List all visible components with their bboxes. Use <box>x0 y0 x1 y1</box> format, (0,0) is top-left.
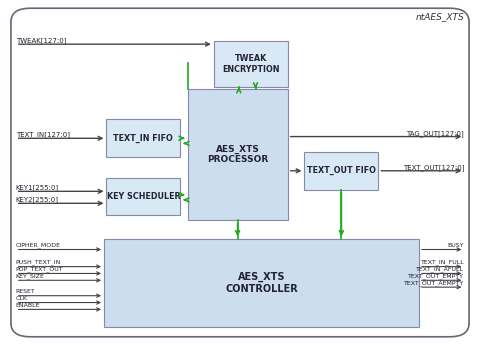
Text: RESET: RESET <box>16 289 36 294</box>
FancyBboxPatch shape <box>104 239 419 326</box>
Text: TEXT_IN FIFO: TEXT_IN FIFO <box>113 134 173 143</box>
Text: TEXT_OUT[127:0]: TEXT_OUT[127:0] <box>403 164 464 171</box>
FancyBboxPatch shape <box>214 41 288 87</box>
Text: TWEAK[127:0]: TWEAK[127:0] <box>16 37 66 44</box>
Text: TEXT_OUT_AEMPTY: TEXT_OUT_AEMPTY <box>404 280 464 286</box>
Text: AES_XTS
PROCESSOR: AES_XTS PROCESSOR <box>207 145 268 164</box>
Text: TEXT_OUT_EMPTY: TEXT_OUT_EMPTY <box>408 273 464 279</box>
Text: CLK: CLK <box>16 296 28 301</box>
Text: TEXT_OUT FIFO: TEXT_OUT FIFO <box>307 166 376 175</box>
Text: AES_XTS
CONTROLLER: AES_XTS CONTROLLER <box>225 272 298 294</box>
FancyBboxPatch shape <box>107 119 180 157</box>
FancyBboxPatch shape <box>107 178 180 215</box>
Text: CIPHER_MODE: CIPHER_MODE <box>16 243 60 248</box>
FancyBboxPatch shape <box>11 8 469 337</box>
Text: ntAES_XTS: ntAES_XTS <box>416 12 464 21</box>
Text: TAG_OUT[127:0]: TAG_OUT[127:0] <box>407 130 464 137</box>
FancyBboxPatch shape <box>304 152 378 190</box>
Text: ENABLE: ENABLE <box>16 303 40 308</box>
Text: KEY1[255:0]: KEY1[255:0] <box>16 185 59 191</box>
Text: KEY2[255:0]: KEY2[255:0] <box>16 197 59 203</box>
Text: KEY_SIZE: KEY_SIZE <box>16 273 45 279</box>
Text: BUSY: BUSY <box>448 243 464 248</box>
Text: PUSH_TEXT_IN: PUSH_TEXT_IN <box>16 260 61 265</box>
Text: TEXT_IN_AFULL: TEXT_IN_AFULL <box>416 266 464 272</box>
Text: TEXT_IN[127:0]: TEXT_IN[127:0] <box>16 131 70 138</box>
FancyBboxPatch shape <box>188 89 288 220</box>
Text: KEY SCHEDULER: KEY SCHEDULER <box>107 192 180 201</box>
Text: TEXT_IN_FULL: TEXT_IN_FULL <box>420 260 464 265</box>
Text: POP_TEXT_OUT: POP_TEXT_OUT <box>16 266 63 272</box>
Text: TWEAK
ENCRYPTION: TWEAK ENCRYPTION <box>222 54 279 73</box>
